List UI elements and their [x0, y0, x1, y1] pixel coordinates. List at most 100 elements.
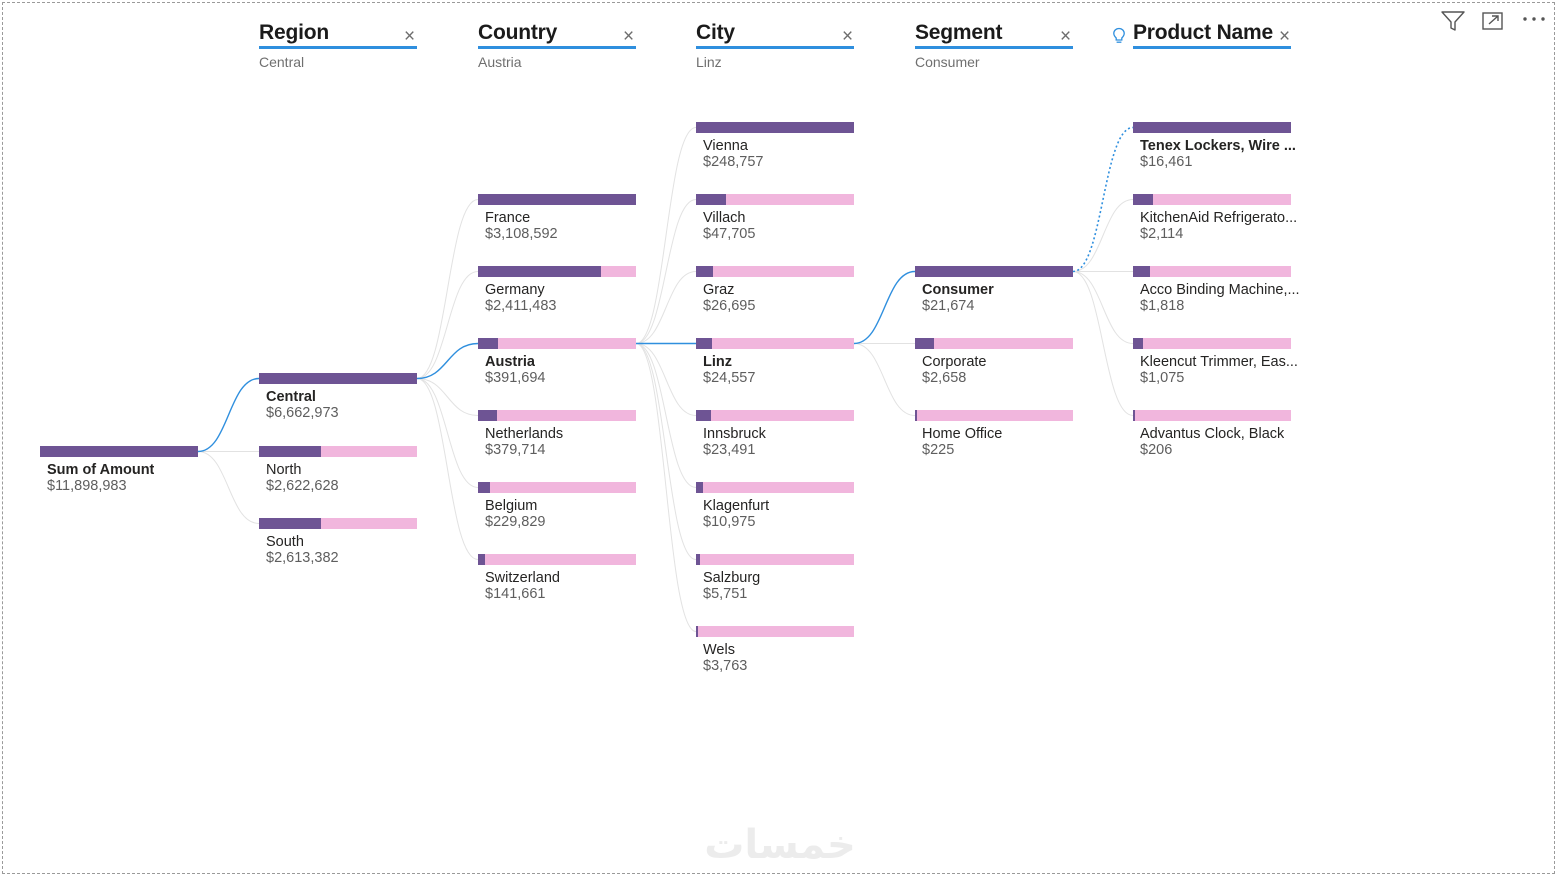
node-product-tenex-lockers-wire-value: $16,461 [1140, 154, 1193, 170]
node-city-salzburg-bar[interactable] [696, 554, 854, 565]
node-product-kleencut-trimmer-eas-bar[interactable] [1133, 338, 1291, 349]
node-product-kitchenaid-refrigerato-value: $2,114 [1140, 226, 1184, 242]
filter-icon[interactable] [1440, 9, 1466, 33]
node-country-belgium-label[interactable]: Belgium [485, 498, 538, 514]
node-country-netherlands-bar[interactable] [478, 410, 636, 421]
node-country-switzerland-bar[interactable] [478, 554, 636, 565]
node-city-linz-label[interactable]: Linz [703, 354, 732, 370]
node-country-france-label[interactable]: France [485, 210, 531, 226]
node-city-wels-bar[interactable] [696, 626, 854, 637]
level-underline-product-name [1133, 46, 1291, 49]
svg-text:خمسات: خمسات [704, 822, 856, 868]
remove-level-region-close-icon[interactable]: × [404, 26, 416, 47]
remove-level-country-close-icon[interactable]: × [623, 26, 635, 47]
node-region-south-label[interactable]: South [266, 534, 304, 550]
node-product-acco-binding-machine-bar[interactable] [1133, 266, 1291, 277]
node-city-salzburg-value: $5,751 [703, 586, 748, 602]
connector-country-1 [416, 271, 479, 379]
node-segment-home-office-bar[interactable] [915, 410, 1073, 421]
connector-city-5 [635, 343, 697, 488]
level-selected-segment: Consumer [915, 54, 980, 70]
node-country-austria-label[interactable]: Austria [485, 354, 535, 370]
more-options-icon[interactable] [1521, 14, 1547, 24]
level-title-country: Country [478, 21, 558, 44]
connector-city-7 [635, 343, 697, 632]
node-region-north-bar[interactable] [259, 446, 417, 457]
ai-split-lightbulb-icon[interactable] [1112, 27, 1126, 45]
node-city-vienna-value: $248,757 [703, 154, 764, 170]
node-product-advantus-clock-black-bar-fill [1133, 410, 1135, 421]
node-region-north-value: $2,622,628 [266, 478, 339, 494]
node-region-south-bar[interactable] [259, 518, 417, 529]
node-product-advantus-clock-black-label[interactable]: Advantus Clock, Black [1140, 426, 1285, 442]
node-product-acco-binding-machine-value: $1,818 [1140, 298, 1185, 314]
connector-segment-2 [853, 343, 916, 416]
node-city-wels-value: $3,763 [703, 658, 748, 674]
node-segment-corporate-bar[interactable] [915, 338, 1073, 349]
node-product-kitchenaid-refrigerato-label[interactable]: KitchenAid Refrigerato... [1140, 210, 1298, 226]
node-city-villach-label[interactable]: Villach [703, 210, 746, 226]
node-root-label[interactable]: Sum of Amount [47, 462, 155, 478]
connector-product-3 [1072, 271, 1134, 344]
node-city-graz-bar[interactable] [696, 266, 854, 277]
node-product-tenex-lockers-wire-label[interactable]: Tenex Lockers, Wire ... [1140, 138, 1296, 154]
node-product-kitchenaid-refrigerato-bar[interactable] [1133, 194, 1291, 205]
node-country-germany-bar[interactable] [478, 266, 636, 277]
node-country-austria-bar-fill [478, 338, 498, 349]
node-city-innsbruck-bar[interactable] [696, 410, 854, 421]
connector-country-4 [416, 378, 479, 488]
node-product-advantus-clock-black-value: $206 [1140, 442, 1173, 458]
node-region-central-bar[interactable] [259, 373, 417, 384]
node-root-value: $11,898,983 [47, 478, 127, 494]
node-city-vienna-bar-fill [696, 122, 854, 133]
node-product-kleencut-trimmer-eas-value: $1,075 [1140, 370, 1185, 386]
node-product-kleencut-trimmer-eas-bar-fill [1133, 338, 1143, 349]
node-city-linz-bar-fill [696, 338, 712, 349]
node-root-bar[interactable] [40, 446, 198, 457]
node-city-innsbruck-label[interactable]: Innsbruck [703, 426, 766, 442]
focus-mode-icon[interactable] [1481, 10, 1505, 32]
node-city-graz-value: $26,695 [703, 298, 756, 314]
node-city-salzburg-label[interactable]: Salzburg [703, 570, 761, 586]
level-underline-region [259, 46, 417, 49]
remove-level-city-close-icon[interactable]: × [842, 26, 854, 47]
node-city-klagenfurt-bar-fill [696, 482, 703, 493]
node-segment-consumer-label[interactable]: Consumer [922, 282, 994, 298]
node-country-switzerland-label[interactable]: Switzerland [485, 570, 560, 586]
level-underline-segment [915, 46, 1073, 49]
node-product-tenex-lockers-wire-bar-fill [1133, 122, 1291, 133]
node-country-austria-bar[interactable] [478, 338, 636, 349]
node-country-netherlands-label[interactable]: Netherlands [485, 426, 564, 442]
node-region-central-label[interactable]: Central [266, 389, 316, 405]
node-country-france-bar[interactable] [478, 194, 636, 205]
node-city-klagenfurt-label[interactable]: Klagenfurt [703, 498, 770, 514]
node-segment-corporate-label[interactable]: Corporate [922, 354, 987, 370]
remove-level-product-name-close-icon[interactable]: × [1279, 26, 1291, 47]
node-country-belgium-value: $229,829 [485, 514, 546, 530]
remove-level-segment-close-icon[interactable]: × [1060, 26, 1072, 47]
node-product-acco-binding-machine-label[interactable]: Acco Binding Machine,... [1140, 282, 1300, 298]
node-country-germany-label[interactable]: Germany [485, 282, 545, 298]
node-city-klagenfurt-bar[interactable] [696, 482, 854, 493]
connector-country-5 [416, 378, 479, 560]
node-product-advantus-clock-black-bar[interactable] [1133, 410, 1291, 421]
node-segment-consumer-value: $21,674 [922, 298, 975, 314]
node-region-north-label[interactable]: North [266, 462, 302, 478]
node-city-vienna-label[interactable]: Vienna [703, 138, 748, 154]
level-title-city: City [696, 21, 735, 44]
node-country-belgium-bar[interactable] [478, 482, 636, 493]
node-city-vienna-bar[interactable] [696, 122, 854, 133]
node-segment-home-office-label[interactable]: Home Office [922, 426, 1003, 442]
node-city-villach-bar[interactable] [696, 194, 854, 205]
node-segment-consumer-bar[interactable] [915, 266, 1073, 277]
node-product-tenex-lockers-wire-bar[interactable] [1133, 122, 1291, 133]
connector-city-6 [635, 343, 697, 560]
node-country-germany-bar-fill [478, 266, 601, 277]
node-country-france-value: $3,108,592 [485, 226, 558, 242]
connector-city-4 [635, 343, 697, 416]
node-city-wels-label[interactable]: Wels [703, 642, 735, 658]
node-city-linz-bar[interactable] [696, 338, 854, 349]
node-product-kleencut-trimmer-eas-label[interactable]: Kleencut Trimmer, Eas... [1140, 354, 1298, 370]
node-city-graz-label[interactable]: Graz [703, 282, 735, 298]
